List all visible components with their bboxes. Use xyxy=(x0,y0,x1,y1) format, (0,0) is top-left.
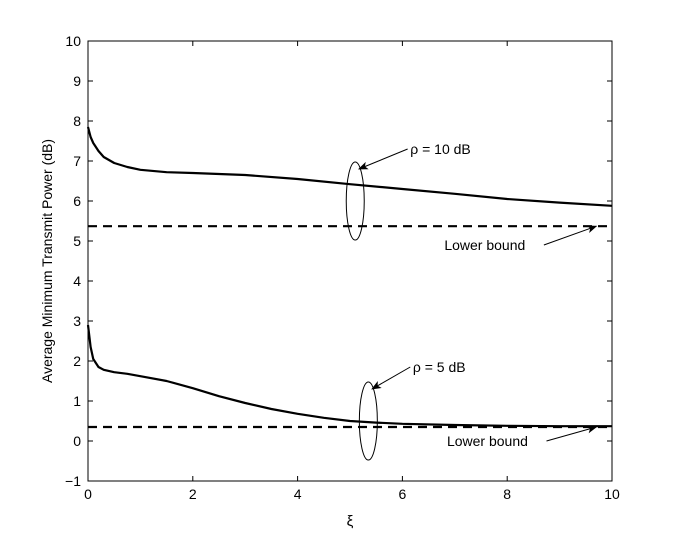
y-axis-label: Average Minimum Transmit Power (dB) xyxy=(39,139,55,383)
annotation-ellipse xyxy=(345,161,365,241)
plot-area xyxy=(87,40,613,482)
annotation-label: ρ = 5 dB xyxy=(413,359,466,375)
annotation-arrow xyxy=(543,225,598,246)
annotation-label: Lower bound xyxy=(444,237,525,253)
power-curve-2 xyxy=(86,324,612,428)
annotation-ellipse xyxy=(358,381,378,461)
annotations: ρ = 10 dB Lower bound ρ = 5 dB Lower bound xyxy=(345,141,598,461)
y-tick-label: 0 xyxy=(73,433,81,449)
y-tick-label: 4 xyxy=(73,273,81,289)
annotation-label: ρ = 10 dB xyxy=(410,141,471,157)
y-tick-label: 10 xyxy=(65,33,81,49)
data-series xyxy=(86,126,613,429)
y-tick-label: 3 xyxy=(73,313,81,329)
x-tick-label: 8 xyxy=(503,486,511,502)
annotation-arrow xyxy=(546,425,598,442)
y-tick-label: 6 xyxy=(73,193,81,209)
annotation-arrow xyxy=(371,366,411,390)
x-tick-label: 2 xyxy=(189,486,197,502)
x-tick-label: 0 xyxy=(84,486,92,502)
y-tick-label: −1 xyxy=(65,473,81,489)
annotation-label: Lower bound xyxy=(447,433,528,449)
y-tick-label: 5 xyxy=(73,233,81,249)
y-tick-label: 2 xyxy=(73,353,81,369)
y-tick-label: 8 xyxy=(73,113,81,129)
x-tick-label: 10 xyxy=(604,486,620,502)
y-tick-label: 1 xyxy=(73,393,81,409)
y-tick-label: 7 xyxy=(73,153,81,169)
x-axis-label: ξ xyxy=(347,513,354,530)
x-tick-label: 4 xyxy=(294,486,302,502)
y-tick-label: 9 xyxy=(73,73,81,89)
annotation-arrow xyxy=(357,148,408,170)
power-curve-0 xyxy=(86,126,613,207)
x-tick-label: 6 xyxy=(399,486,407,502)
